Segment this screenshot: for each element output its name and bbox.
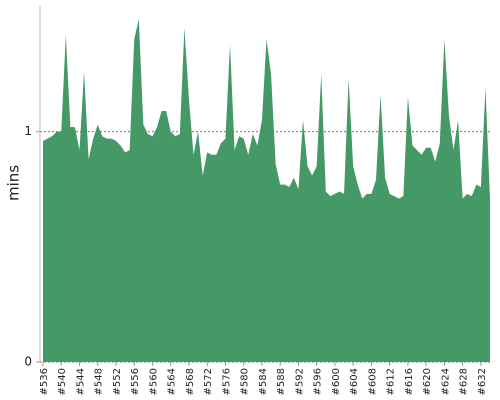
x-tick-label: #604 — [349, 368, 360, 395]
x-tick-label: #628 — [459, 368, 470, 395]
y-tick-label: 1 — [24, 124, 32, 138]
x-tick-label: #552 — [112, 368, 123, 395]
x-tick-label: #620 — [422, 368, 433, 395]
x-tick-label: #596 — [313, 368, 324, 395]
x-tick-label: #572 — [203, 368, 214, 395]
x-tick-label: #632 — [477, 368, 488, 395]
x-tick-label: #616 — [404, 368, 415, 395]
x-tick-label: #568 — [185, 368, 196, 395]
x-tick-label: #588 — [276, 368, 287, 395]
x-tick-label: #576 — [221, 368, 232, 395]
x-tick-label: #548 — [94, 368, 105, 395]
x-tick-label: #536 — [39, 368, 50, 395]
x-tick-label: #560 — [148, 368, 159, 395]
x-tick-label: #612 — [386, 368, 397, 395]
area — [43, 18, 490, 362]
x-tick-label: #580 — [240, 368, 251, 395]
x-tick-label: #592 — [294, 368, 305, 395]
x-tick-label: #608 — [367, 368, 378, 395]
x-tick-label: #556 — [130, 368, 141, 395]
x-tick-label: #564 — [167, 368, 178, 395]
y-tick-label: 0 — [24, 355, 32, 369]
x-tick-label: #584 — [258, 368, 269, 395]
x-tick-label: #600 — [331, 368, 342, 395]
x-tick-label: #624 — [440, 368, 451, 395]
x-tick-label: #544 — [75, 368, 86, 395]
x-tick-label: #540 — [57, 368, 68, 395]
y-axis-label: mins — [5, 165, 23, 201]
